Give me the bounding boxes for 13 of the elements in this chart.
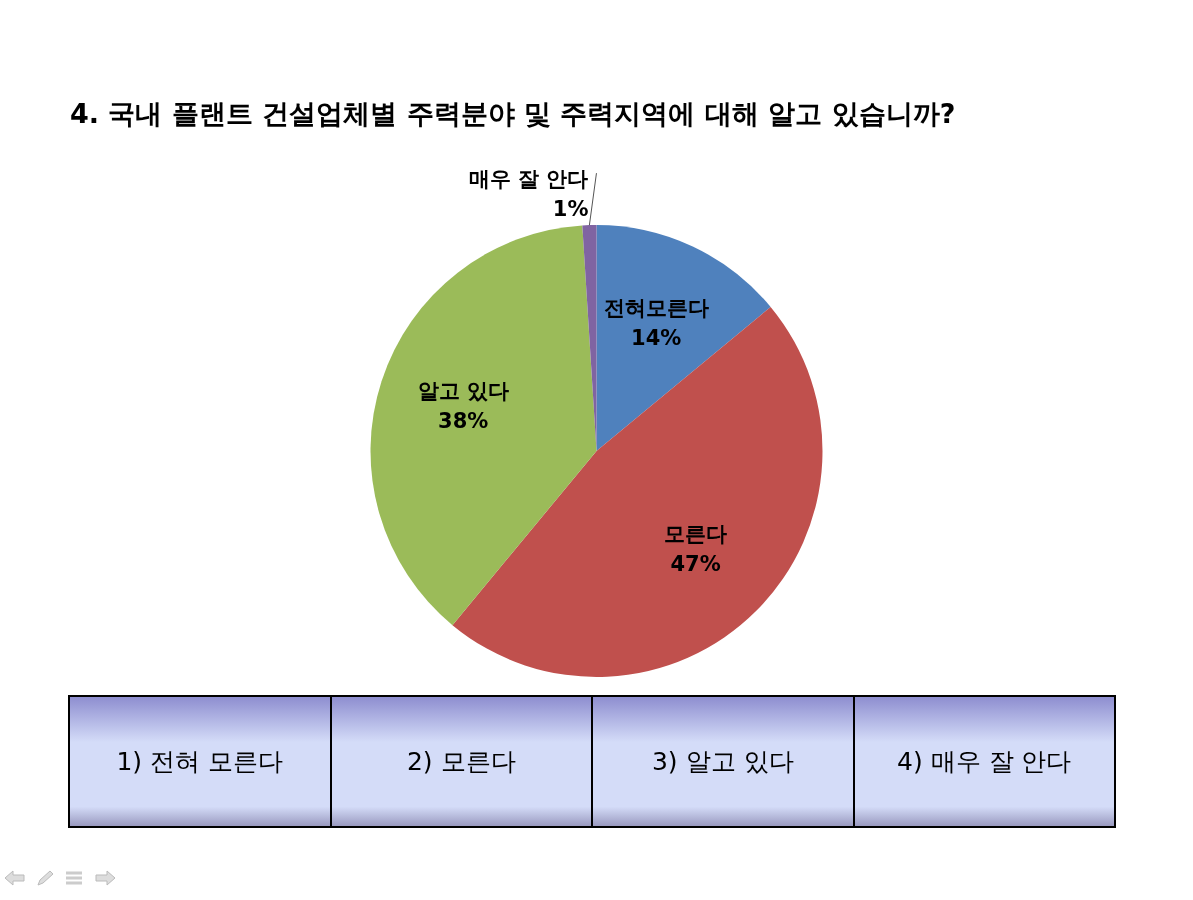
slice-label: 매우 잘 안다 — [468, 166, 589, 191]
text: 1) 전혀 모른다 — [70, 697, 332, 826]
data-label: 47% — [670, 551, 721, 576]
slice-label: 모른다 — [664, 521, 728, 546]
data-label: 1% — [552, 196, 589, 221]
data-label: 38% — [438, 409, 489, 434]
text: 3) 알고 있다 — [593, 697, 855, 826]
slice-label: 알고 있다 — [417, 379, 509, 404]
data-label: 14% — [631, 325, 682, 350]
text: 2) 모른다 — [331, 697, 593, 826]
text: 4) 매우 잘 안다 — [854, 697, 1114, 826]
slice-label: 전혀모른다 — [603, 295, 709, 320]
chart-title: 4. 국내 플랜트 건설업체별 주력분야 및 주력지역에 대해 알고 있습니까? — [70, 97, 956, 131]
